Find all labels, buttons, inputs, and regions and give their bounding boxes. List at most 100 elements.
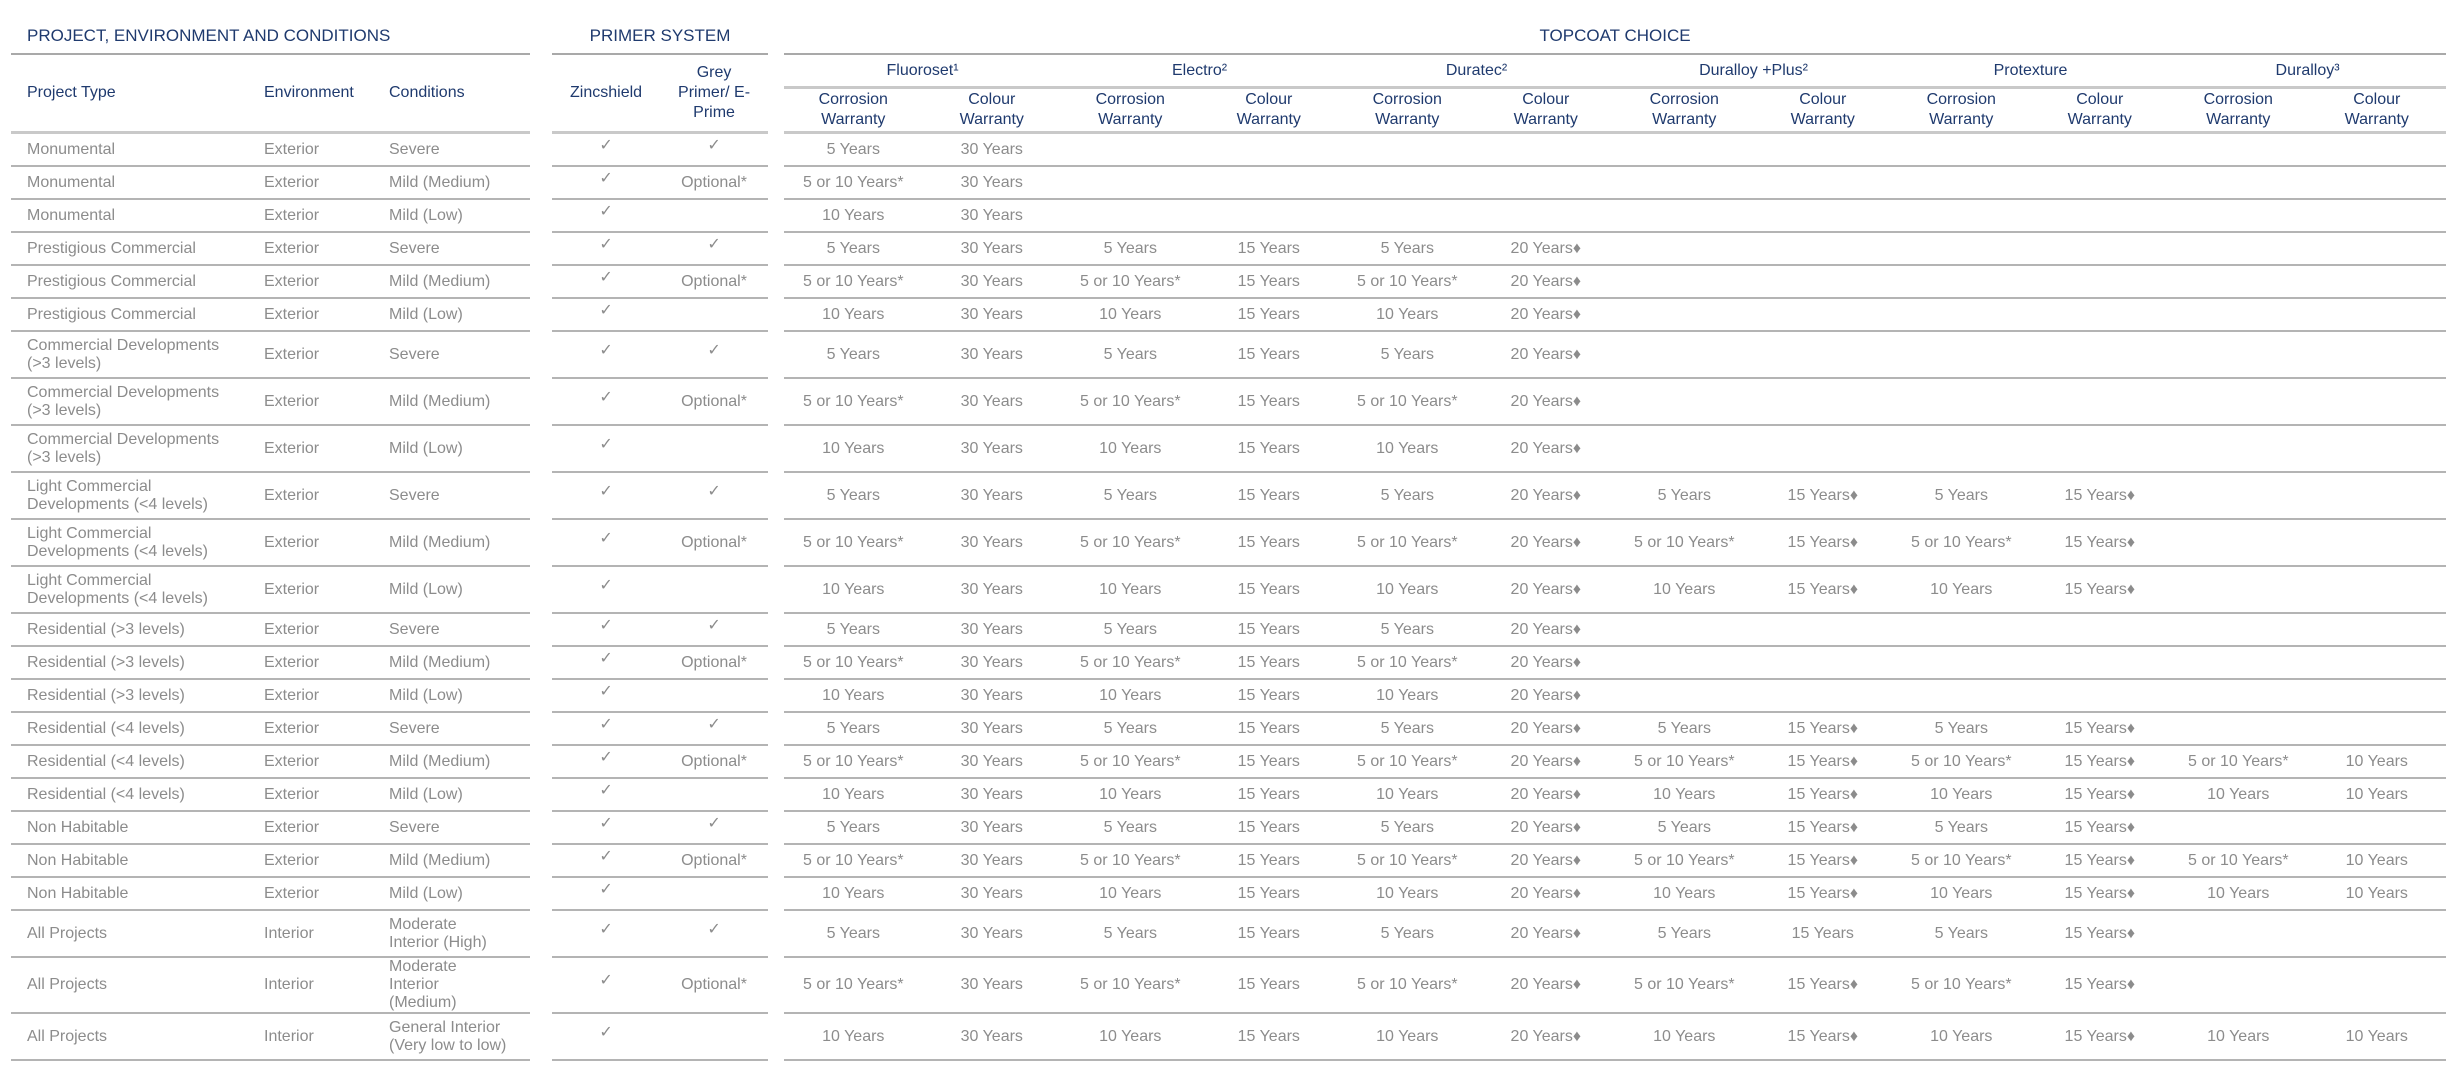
cell-text: 10 Years	[822, 686, 885, 704]
electro-colour-cell: 15 Years	[1199, 266, 1339, 299]
environment-cell: Interior	[248, 958, 373, 1014]
check-icon: ✓	[599, 814, 613, 832]
cell-text: 15 Years	[1237, 305, 1300, 323]
duralloy-colour-cell	[2307, 647, 2447, 680]
duralloy-corrosion-cell: 10 Years	[2169, 1014, 2308, 1061]
grey-primer-cell	[660, 1014, 769, 1061]
cell-text: Exterior	[264, 785, 320, 803]
protexture-corrosion-cell: 5 or 10 Years*	[1892, 958, 2031, 1014]
conditions-cell: Mild (Low)	[373, 567, 531, 614]
cell-text: 5 or 10 Years*	[1080, 272, 1181, 290]
fluoroset-colour-cell: 30 Years	[922, 713, 1062, 746]
cell-text: 10 Years	[1930, 1027, 1993, 1045]
duralloy-colour-cell: 10 Years	[2307, 1014, 2447, 1061]
product-header-duralloy: Duralloy³	[2169, 55, 2447, 89]
conditions-cell: Mild (Medium)	[373, 167, 531, 200]
electro-corrosion-cell: 5 Years	[1061, 812, 1200, 845]
cell-text: 5 Years	[826, 239, 880, 257]
cell-text: Non Habitable	[27, 884, 129, 902]
cell-text: 5 Years	[1103, 924, 1157, 942]
environment-cell: Exterior	[248, 332, 373, 379]
cell-text: 5 or 10 Years*	[803, 653, 904, 671]
cell-text: Exterior	[264, 272, 320, 290]
environment-cell: Exterior	[248, 520, 373, 567]
fluoroset-corrosion-cell: 5 or 10 Years*	[784, 647, 923, 680]
duratec-colour-cell: 20 Years♦	[1476, 332, 1616, 379]
electro-colour-cell: 15 Years	[1199, 473, 1339, 520]
duralloy-corrosion-cell	[2169, 680, 2308, 713]
cell-text: Mild (Medium)	[389, 392, 491, 410]
cell-text: 5 Years	[1657, 486, 1711, 504]
conditions-cell: Mild (Medium)	[373, 647, 531, 680]
check-icon: ✓	[599, 136, 613, 154]
cell-text: Exterior	[264, 851, 320, 869]
environment-cell: Exterior	[248, 713, 373, 746]
cell-text: 15 Years	[1791, 924, 1854, 942]
grey-primer-cell: Optional*	[660, 266, 769, 299]
duratec-corrosion-cell: 5 Years	[1338, 812, 1477, 845]
cell-text: 20 Years♦	[1510, 620, 1581, 638]
fluoroset-colour-cell: 30 Years	[922, 299, 1062, 332]
duralloy-colour-cell	[2307, 958, 2447, 1014]
duralloy-corrosion-cell	[2169, 812, 2308, 845]
cell-text: 30 Years	[960, 533, 1023, 551]
cell-text: Prestigious Commercial	[27, 305, 196, 323]
electro-corrosion-cell: 5 or 10 Years*	[1061, 379, 1200, 426]
project-type-cell: Commercial Developments (>3 levels)	[11, 332, 248, 379]
project-type-cell: Light Commercial Developments (<4 levels…	[11, 567, 248, 614]
cell-text: 15 Years	[1237, 272, 1300, 290]
protexture-corrosion-cell	[1892, 379, 2031, 426]
electro-corrosion-cell: 5 Years	[1061, 911, 1200, 958]
cell-text: 5 or 10 Years*	[803, 976, 904, 993]
grey-primer-cell: ✓	[660, 473, 769, 520]
electro-colour-cell	[1199, 134, 1339, 167]
zincshield-cell: ✓	[552, 379, 661, 426]
cell-text: 15 Years♦	[2064, 924, 2135, 942]
cell-text: 10 Years	[2345, 884, 2408, 902]
duralloy-colour-cell	[2307, 379, 2447, 426]
protexture-corrosion-cell	[1892, 134, 2031, 167]
check-icon: ✓	[599, 847, 613, 865]
cell-text: Mild (Low)	[389, 305, 463, 323]
conditions-cell: Severe	[373, 134, 531, 167]
fluoroset-corrosion-cell: 5 or 10 Years*	[784, 845, 923, 878]
cell-text: 15 Years♦	[2064, 486, 2135, 504]
cell-text: 5 or 10 Years*	[803, 752, 904, 770]
cell-text: Optional*	[681, 653, 747, 671]
cell-text: 5 or 10 Years*	[1634, 851, 1735, 869]
table-row: Non Habitable Exterior Mild (Low) ✓ 10 Years…	[11, 878, 2447, 911]
environment-cell: Interior	[248, 911, 373, 958]
cell-text: 5 Years	[1103, 719, 1157, 737]
duralloy-colour-cell: 10 Years	[2307, 746, 2447, 779]
protexture-colour-cell	[2030, 379, 2170, 426]
zincshield-cell: ✓	[552, 520, 661, 567]
duralloy-corrosion-cell	[2169, 520, 2308, 567]
cell-text: 10 Years	[1653, 785, 1716, 803]
cell-text: 5 Years	[1380, 345, 1434, 363]
duratec-colour-cell: 20 Years♦	[1476, 647, 1616, 680]
cell-text: 15 Years	[1237, 580, 1300, 598]
cell-text: 15 Years♦	[2064, 785, 2135, 803]
project-type-cell: Light Commercial Developments (<4 levels…	[11, 520, 248, 567]
cell-text: Mild (Low)	[389, 439, 463, 457]
group-topcoat-heading: TOPCOAT CHOICE	[784, 18, 2447, 55]
cell-text: 20 Years♦	[1510, 884, 1581, 902]
duratec-corrosion-cell: 5 or 10 Years*	[1338, 520, 1477, 567]
cell-text: 5 or 10 Years*	[1357, 653, 1458, 671]
electro-corrosion-cell: 5 or 10 Years*	[1061, 520, 1200, 567]
electro-colour-cell: 15 Years	[1199, 614, 1339, 647]
environment-cell: Exterior	[248, 233, 373, 266]
cell-text: Interior	[264, 1027, 314, 1045]
protexture-corrosion-cell: 5 or 10 Years*	[1892, 520, 2031, 567]
electro-colour-cell	[1199, 167, 1339, 200]
duralloy-plus-colour-cell	[1753, 647, 1893, 680]
project-type-cell: Residential (<4 levels)	[11, 713, 248, 746]
header-conditions: Conditions	[373, 55, 531, 134]
table-row: Monumental Exterior Mild (Medium) ✓ Optional…	[11, 167, 2447, 200]
check-icon: ✓	[599, 301, 613, 319]
fluoroset-colour-cell: 30 Years	[922, 567, 1062, 614]
fluoroset-corrosion-cell: 10 Years	[784, 878, 923, 911]
grey-primer-cell: Optional*	[660, 167, 769, 200]
grey-primer-cell	[660, 567, 769, 614]
zincshield-cell: ✓	[552, 647, 661, 680]
